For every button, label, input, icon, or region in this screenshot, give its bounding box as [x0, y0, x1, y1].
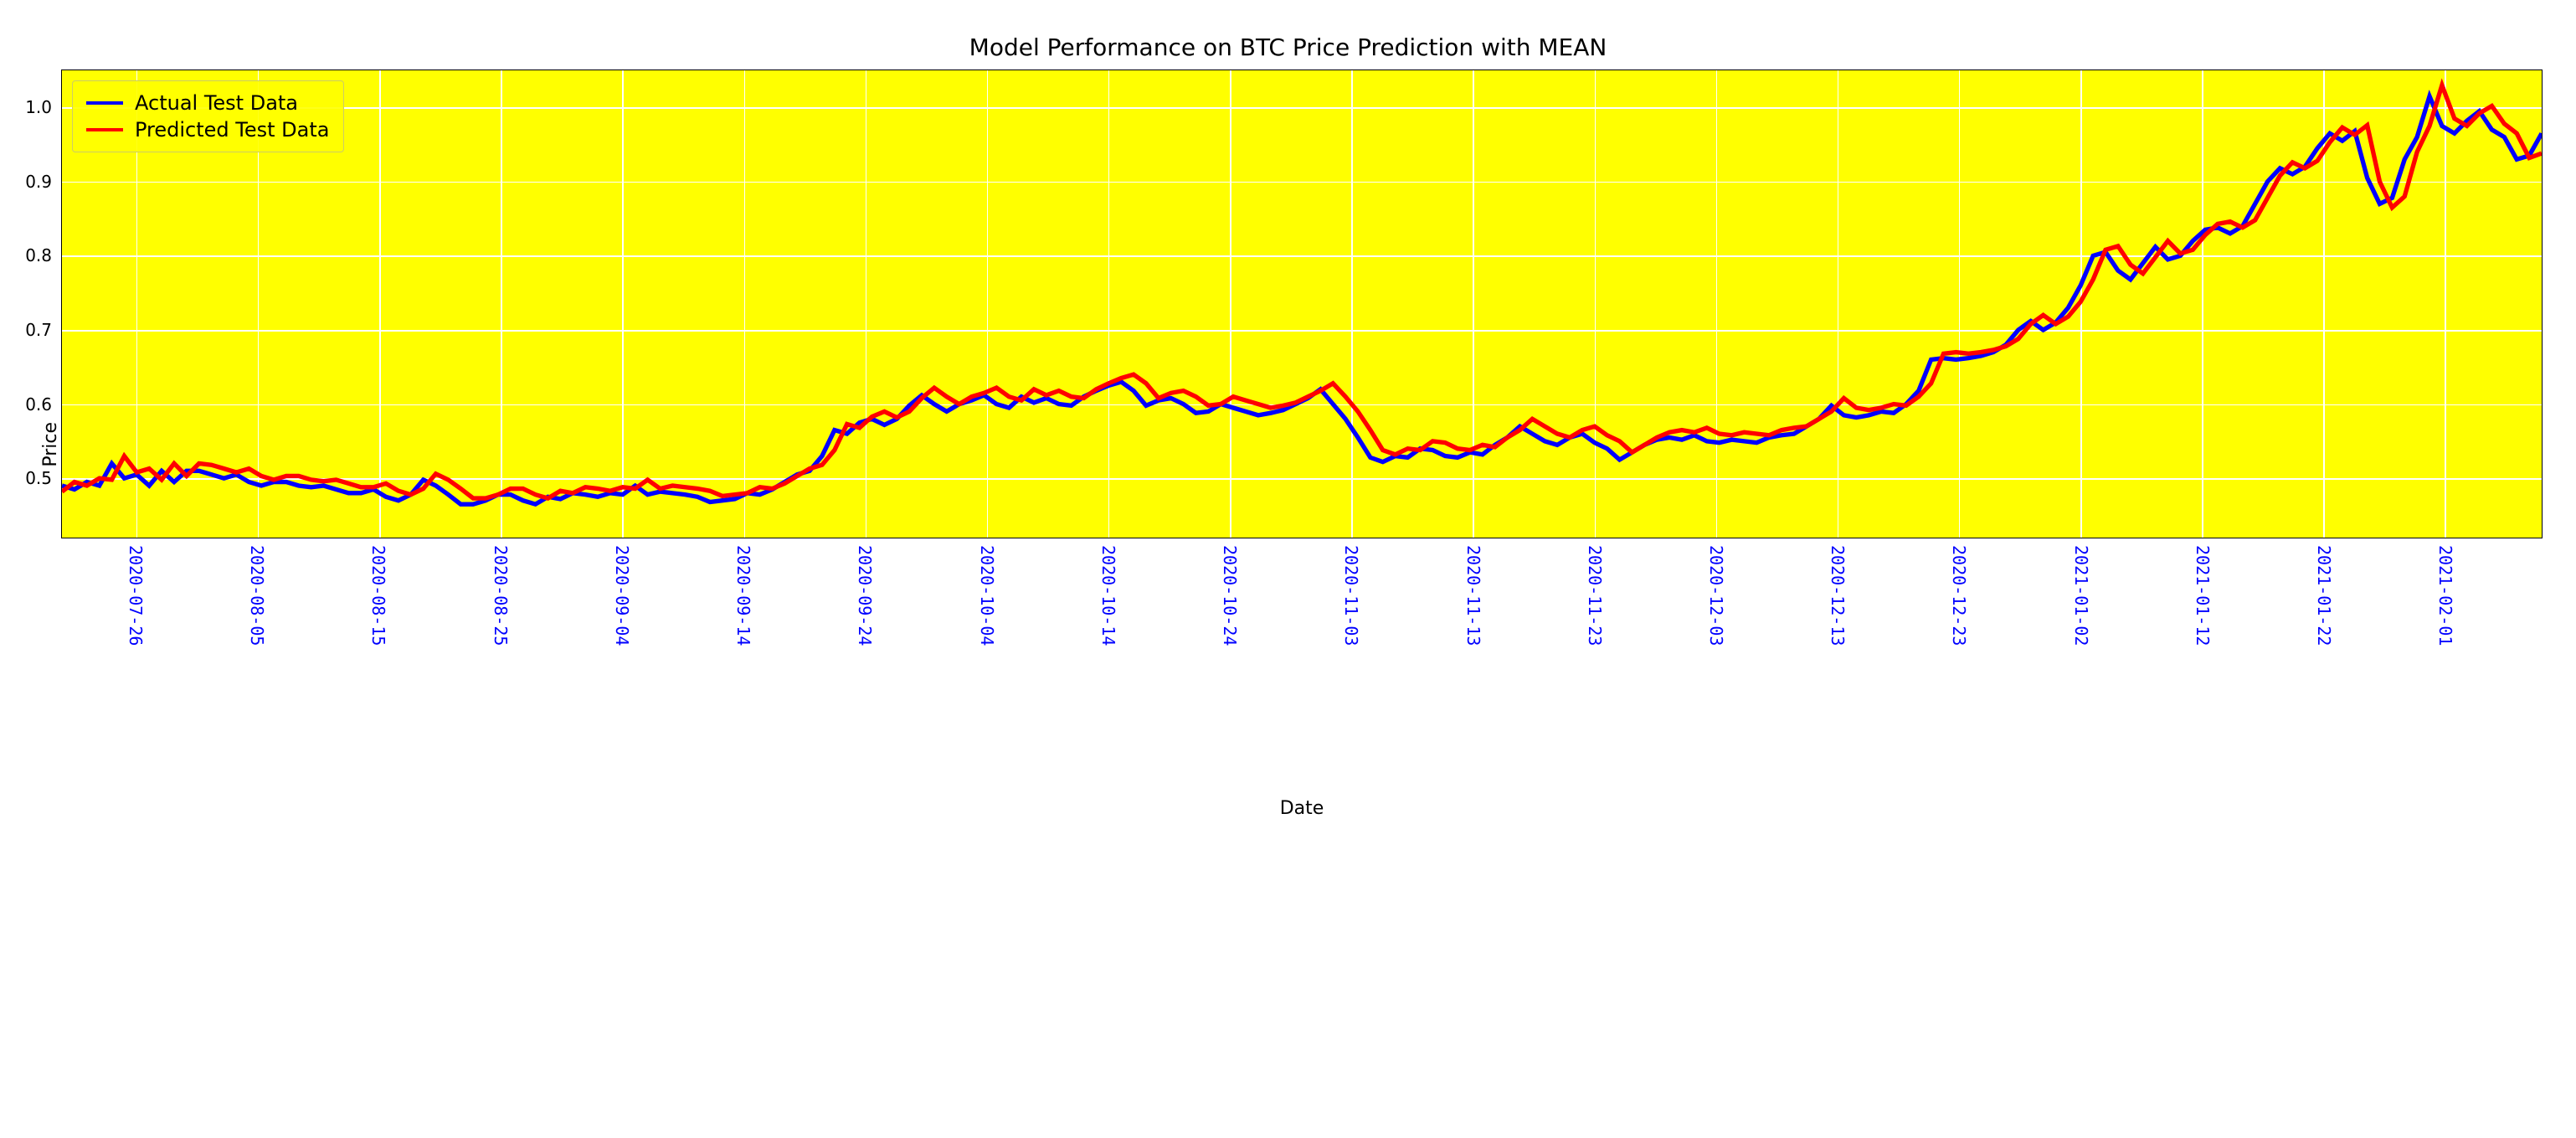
x-tick: 2020-09-24 [855, 545, 875, 646]
y-tick: 1.0 [25, 97, 62, 117]
y-tick: 0.9 [25, 172, 62, 192]
legend-label-actual: Actual Test Data [135, 91, 298, 115]
x-tick: 2021-01-02 [2071, 545, 2091, 646]
legend: Actual Test Data Predicted Test Data [72, 80, 344, 152]
x-tick: 2020-08-05 [247, 545, 267, 646]
x-tick: 2020-12-13 [1828, 545, 1848, 646]
plot-area: Actual Test Data Predicted Test Data 0.5… [61, 70, 2543, 538]
plot-wrap: Actual Test Data Predicted Test Data 0.5… [61, 70, 2543, 819]
x-tick: 2020-08-15 [368, 545, 388, 646]
x-tick: 2020-11-03 [1341, 545, 1361, 646]
x-tick: 2020-10-24 [1220, 545, 1240, 646]
chart-svg [62, 70, 2542, 538]
x-tick: 2021-01-22 [2314, 545, 2334, 646]
x-tick: 2020-11-23 [1585, 545, 1605, 646]
legend-item-actual: Actual Test Data [86, 90, 330, 116]
x-tick: 2020-08-25 [491, 545, 511, 646]
chart-title: Model Performance on BTC Price Predictio… [33, 33, 2543, 61]
x-tick: 2021-02-01 [2435, 545, 2455, 646]
y-tick: 0.6 [25, 394, 62, 415]
legend-label-predicted: Predicted Test Data [135, 118, 330, 142]
y-tick: 0.5 [25, 468, 62, 488]
x-tick: 2020-10-14 [1098, 545, 1118, 646]
series-line-predicted [62, 85, 2542, 498]
y-tick: 0.8 [25, 245, 62, 265]
x-tick: 2020-09-04 [612, 545, 632, 646]
x-tick: 2020-10-04 [977, 545, 997, 646]
chart-frame: Price Actual Test Data Predicted Test Da… [33, 70, 2543, 819]
x-tick: 2020-11-13 [1463, 545, 1483, 646]
x-tick: 2020-12-23 [1949, 545, 1969, 646]
legend-swatch-actual [86, 101, 123, 105]
chart-container: Model Performance on BTC Price Predictio… [33, 33, 2543, 819]
x-tick: 2020-12-03 [1706, 545, 1726, 646]
x-axis-label: Date [61, 798, 2543, 819]
x-tick: 2020-07-26 [126, 545, 146, 646]
y-tick: 0.7 [25, 320, 62, 340]
series-line-actual [62, 96, 2542, 504]
y-axis-label: Price [33, 422, 61, 467]
legend-item-predicted: Predicted Test Data [86, 116, 330, 143]
legend-swatch-predicted [86, 128, 123, 131]
x-tick: 2021-01-12 [2193, 545, 2213, 646]
x-ticks: 2020-07-26 2020-08-05 2020-08-15 2020-08-25… [61, 538, 2543, 664]
x-tick: 2020-09-14 [733, 545, 753, 646]
